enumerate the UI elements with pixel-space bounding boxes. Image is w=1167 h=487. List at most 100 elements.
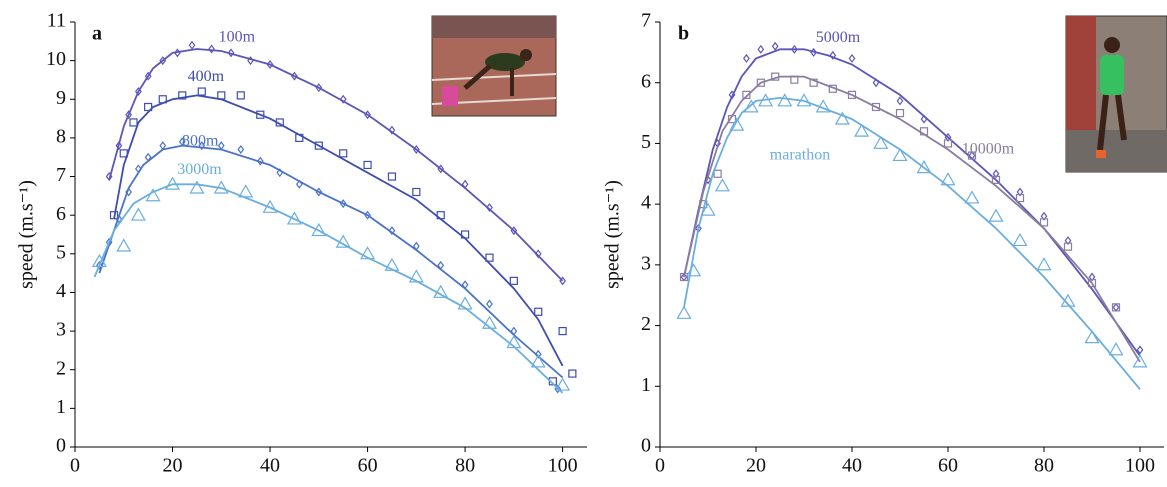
fit-line bbox=[98, 144, 564, 379]
marker-triangle bbox=[1036, 257, 1052, 271]
marker-triangle bbox=[700, 202, 716, 216]
marker-square bbox=[144, 102, 153, 112]
marker-diamond bbox=[554, 384, 562, 394]
marker-triangle bbox=[729, 117, 745, 131]
x-tick-label: 0 bbox=[70, 455, 80, 477]
x-tick-label: 100 bbox=[1125, 455, 1155, 477]
marker-triangle bbox=[873, 135, 889, 149]
marker-diamond bbox=[125, 110, 133, 120]
marker-triangle bbox=[1012, 232, 1028, 247]
marker-triangle bbox=[145, 188, 161, 202]
marker-diamond bbox=[256, 156, 264, 166]
marker-triangle bbox=[777, 93, 793, 107]
series: 400m bbox=[109, 68, 577, 386]
series: 10000m bbox=[679, 72, 1141, 363]
y-tick-label: 7 bbox=[56, 164, 66, 186]
y-tick-label: 8 bbox=[56, 126, 66, 148]
marker-square bbox=[558, 326, 567, 336]
x-tick-label: 80 bbox=[455, 455, 475, 477]
x-tick-label: 60 bbox=[358, 455, 378, 477]
chart-panel: 0 1 2 3 4 5 6 7 0 20 40 60 80 100 speed (m.s⁻¹) b 5000m 1… bbox=[602, 10, 1164, 477]
marker-diamond bbox=[1040, 211, 1048, 221]
marker-square bbox=[943, 139, 953, 148]
marker-diamond bbox=[1088, 272, 1096, 282]
marker-square bbox=[485, 253, 494, 262]
marker-diamond bbox=[486, 299, 493, 309]
marker-square bbox=[1039, 218, 1049, 227]
marker-diamond bbox=[896, 96, 904, 106]
marker-triangle bbox=[189, 180, 205, 194]
series: marathon bbox=[676, 93, 1148, 390]
marker-square bbox=[412, 187, 421, 197]
marker-diamond bbox=[791, 44, 798, 54]
series-label: 10000m bbox=[962, 140, 1015, 157]
marker-square bbox=[339, 149, 348, 158]
y-tick-label: 6 bbox=[641, 70, 651, 92]
marker-diamond bbox=[188, 40, 196, 50]
y-tick-label: 3 bbox=[641, 252, 651, 274]
marker-diamond bbox=[992, 169, 1000, 179]
fit-line bbox=[113, 94, 564, 367]
series: 3000m bbox=[91, 161, 571, 394]
x-tick-label: 0 bbox=[655, 455, 665, 477]
series: 100m bbox=[105, 29, 566, 286]
y-tick-label: 4 bbox=[641, 192, 651, 214]
marker-triangle bbox=[854, 123, 870, 137]
y-tick-label: 2 bbox=[56, 357, 66, 379]
y-tick-label: 10 bbox=[46, 48, 66, 70]
fit-line bbox=[683, 96, 1141, 390]
photo-runner bbox=[1065, 15, 1167, 173]
marker-diamond bbox=[198, 141, 206, 151]
series: 800m bbox=[96, 132, 564, 394]
chart-panel: 0 1 2 3 4 5 6 7 8 9 10 11 0 20 40 60 80 100 speed (m.s⁻¹) a… bbox=[16, 10, 587, 477]
marker-square bbox=[534, 307, 543, 316]
marker-diamond bbox=[388, 226, 396, 236]
marker-diamond bbox=[486, 202, 493, 212]
marker-square bbox=[129, 118, 138, 127]
y-tick-label: 1 bbox=[56, 396, 66, 418]
panel-label: b bbox=[678, 23, 689, 45]
series-label: marathon bbox=[770, 147, 830, 164]
fit-line bbox=[683, 48, 1141, 357]
marker-triangle bbox=[916, 160, 932, 174]
y-tick-label: 5 bbox=[641, 131, 651, 153]
marker-square bbox=[387, 172, 397, 181]
marker-triangle bbox=[964, 190, 980, 204]
marker-square bbox=[217, 91, 226, 100]
fit-line bbox=[108, 48, 564, 282]
marker-square bbox=[713, 169, 722, 178]
marker-triangle bbox=[360, 246, 376, 260]
marker-diamond bbox=[848, 53, 856, 63]
marker-square bbox=[236, 91, 245, 100]
marker-square bbox=[1087, 278, 1097, 288]
marker-diamond bbox=[159, 141, 167, 151]
marker-diamond bbox=[1112, 302, 1120, 312]
x-tick-label: 40 bbox=[842, 455, 862, 477]
marker-triangle bbox=[1132, 354, 1148, 368]
fit-line bbox=[93, 183, 564, 394]
marker-square bbox=[363, 160, 372, 170]
marker-square bbox=[742, 90, 751, 99]
marker-triangle bbox=[676, 305, 692, 319]
marker-square bbox=[509, 276, 518, 285]
marker-diamond bbox=[1016, 187, 1024, 197]
marker-square bbox=[847, 90, 857, 99]
marker-triangle bbox=[686, 263, 702, 277]
marker-triangle bbox=[988, 208, 1004, 222]
y-tick-label: 4 bbox=[56, 280, 66, 302]
marker-square bbox=[809, 78, 818, 87]
series-label: 800m bbox=[182, 132, 219, 149]
panel-label: a bbox=[92, 23, 102, 45]
marker-square bbox=[1111, 303, 1121, 312]
marker-diamond bbox=[227, 48, 235, 58]
marker-square bbox=[1063, 242, 1073, 251]
marker-diamond bbox=[339, 94, 347, 104]
marker-square bbox=[895, 108, 905, 118]
marker-diamond bbox=[237, 145, 245, 154]
marker-diamond bbox=[1064, 236, 1072, 246]
marker-triangle bbox=[1108, 342, 1124, 356]
y-tick-label: 9 bbox=[56, 87, 66, 109]
marker-square bbox=[568, 369, 577, 378]
y-tick-label: 7 bbox=[641, 10, 651, 32]
